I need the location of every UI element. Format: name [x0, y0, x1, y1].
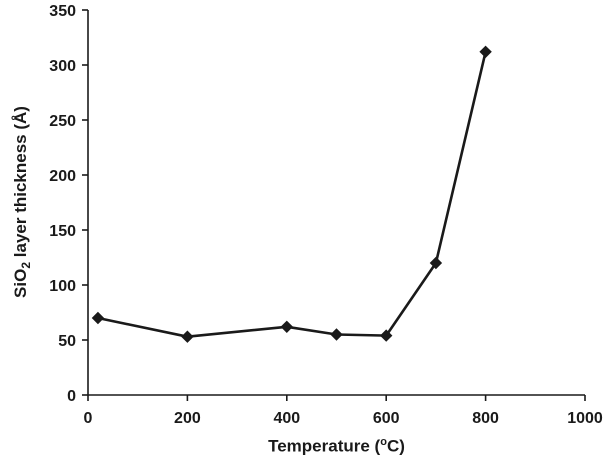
x-tick-label: 400 — [273, 410, 300, 427]
y-tick-label: 200 — [49, 168, 76, 185]
x-tick-label: 0 — [84, 410, 93, 427]
x-tick-label: 200 — [174, 410, 201, 427]
y-tick-label: 250 — [49, 113, 76, 130]
y-tick-label: 100 — [49, 278, 76, 295]
data-point-marker — [91, 311, 105, 325]
x-axis-title-units: C) — [386, 436, 405, 456]
y-tick-label: 350 — [49, 3, 76, 20]
data-point-marker — [479, 45, 492, 59]
data-point-marker — [429, 256, 443, 270]
x-tick-label: 600 — [373, 410, 400, 427]
x-tick-label: 800 — [472, 410, 499, 427]
y-tick-label: 0 — [67, 388, 76, 405]
x-tick-label: 1000 — [567, 410, 603, 427]
data-series-line — [96, 50, 487, 339]
y-tick-label: 150 — [49, 223, 76, 240]
data-point-marker — [181, 330, 194, 343]
y-axis-title-text: SiO — [10, 268, 30, 298]
data-point-marker — [379, 329, 393, 342]
x-axis-title: Temperature (oC) — [88, 436, 585, 457]
y-tick-label: 50 — [58, 333, 76, 350]
y-axis-title-subscript: 2 — [19, 261, 34, 269]
data-point-marker — [330, 328, 343, 341]
x-axis-title-superscript: o — [380, 436, 387, 448]
y-axis-title-units: layer thickness (Å) — [10, 106, 30, 262]
data-point-marker — [280, 320, 294, 334]
y-tick-label: 300 — [49, 58, 76, 75]
x-axis-title-text: Temperature ( — [268, 436, 381, 456]
y-axis-title: SiO2 layer thickness (Å) — [11, 106, 33, 298]
